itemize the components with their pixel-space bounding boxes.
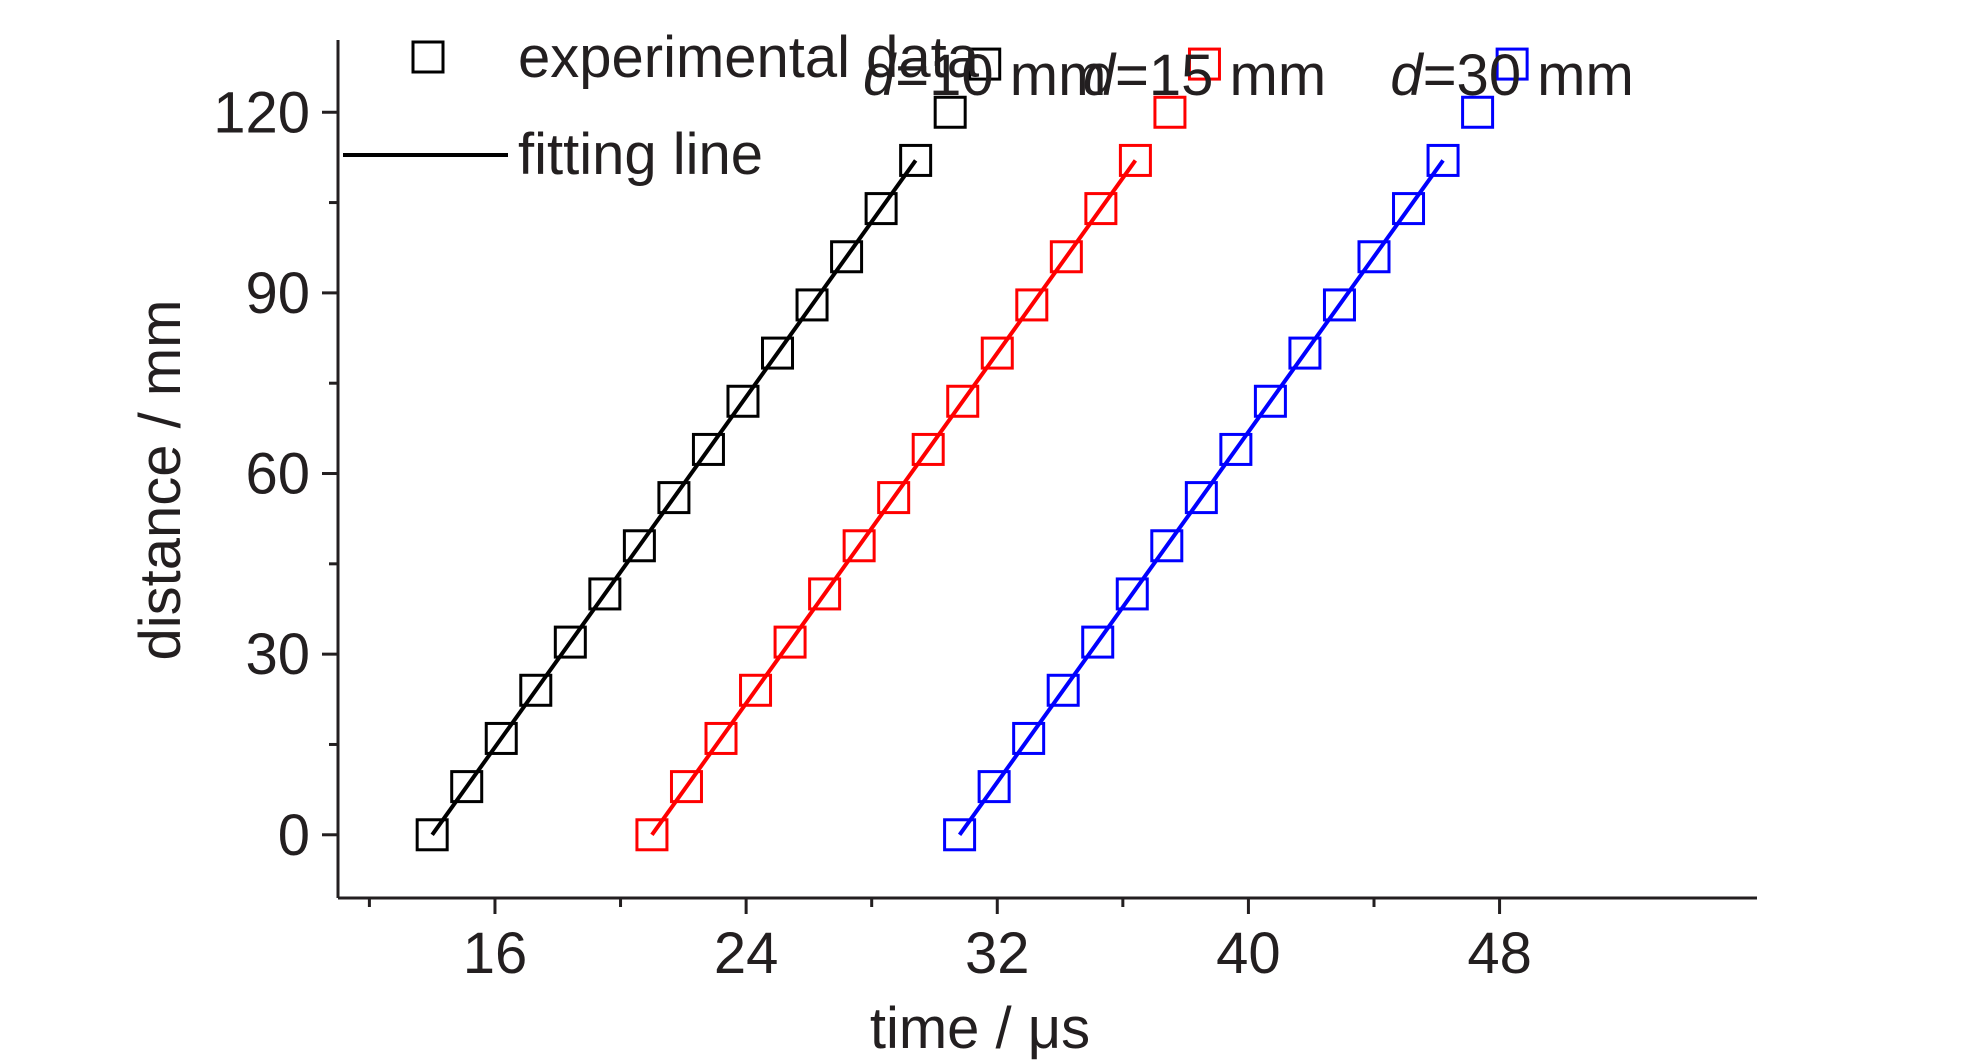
x-axis-title: time / μs: [870, 996, 1090, 1061]
data-point: [1461, 95, 1495, 129]
data-point: [842, 529, 876, 563]
fitting-line: [430, 159, 918, 836]
data-point: [1015, 288, 1049, 322]
data-point: [1184, 481, 1218, 515]
data-point: [877, 481, 911, 515]
data-point: [1118, 143, 1152, 177]
data-point: [980, 336, 1014, 370]
data-point: [1081, 625, 1115, 659]
x-tick-label: 16: [463, 921, 528, 986]
data-point: [1322, 288, 1356, 322]
x-tick-label: 40: [1216, 921, 1281, 986]
data-point: [739, 673, 773, 707]
data-point: [977, 770, 1011, 804]
data-point: [1150, 529, 1184, 563]
x-tick-label: 32: [965, 921, 1030, 986]
data-point: [415, 818, 449, 852]
fitting-line: [650, 159, 1138, 836]
data-point: [1495, 47, 1529, 81]
data-point: [1219, 432, 1253, 466]
data-point: [1046, 673, 1080, 707]
data-point: [1153, 95, 1187, 129]
data-point: [933, 95, 967, 129]
series-annotations: d=10 mmd=15 mm d=30 mm: [863, 43, 1634, 108]
data-point: [795, 288, 829, 322]
data-point: [773, 625, 807, 659]
data-point: [726, 384, 760, 418]
axes: 16 24 32 40 48 0 30 60 90 120: [213, 40, 1757, 986]
data-point: [968, 47, 1002, 81]
data-point: [691, 432, 725, 466]
plot-area: [415, 47, 1529, 852]
fitting-line: [957, 159, 1445, 836]
y-tick-label: 0: [278, 803, 310, 868]
data-point: [899, 143, 933, 177]
data-point: [1012, 721, 1046, 755]
series-label: d=15 mm: [1083, 43, 1326, 108]
legend-marker-square: [411, 40, 445, 74]
data-point: [484, 721, 518, 755]
series-label: d=10 mm: [863, 43, 1106, 108]
y-tick-label: 30: [245, 622, 310, 687]
series-label: d=30 mm: [1390, 43, 1633, 108]
data-point: [704, 721, 738, 755]
series-2: [635, 47, 1221, 852]
data-point: [622, 529, 656, 563]
data-point: [911, 432, 945, 466]
data-point: [808, 577, 842, 611]
data-point: [1426, 143, 1460, 177]
data-point: [1288, 336, 1322, 370]
data-point: [1187, 47, 1221, 81]
data-point: [553, 625, 587, 659]
data-point: [635, 818, 669, 852]
data-point: [864, 192, 898, 226]
data-point: [450, 770, 484, 804]
y-tick-label: 90: [245, 261, 310, 326]
y-tick-label: 120: [213, 80, 310, 145]
x-tick-label: 24: [714, 921, 779, 986]
data-point: [1253, 384, 1287, 418]
series-3: [943, 47, 1529, 852]
data-point: [588, 577, 622, 611]
data-point: [1392, 192, 1426, 226]
data-point: [1084, 192, 1118, 226]
data-point: [1357, 240, 1391, 274]
data-point: [830, 240, 864, 274]
legend: experimental data fitting line: [343, 25, 980, 187]
y-axis-title: distance / mm: [128, 300, 193, 661]
legend-label: experimental data: [518, 25, 980, 90]
data-point: [1049, 240, 1083, 274]
data-point: [943, 818, 977, 852]
data-point: [657, 481, 691, 515]
data-point: [669, 770, 703, 804]
data-point: [761, 336, 795, 370]
x-tick-label: 48: [1467, 921, 1532, 986]
legend-label: fitting line: [518, 122, 763, 187]
data-point: [1115, 577, 1149, 611]
series-1: [415, 47, 1002, 852]
data-point: [946, 384, 980, 418]
data-point: [519, 673, 553, 707]
y-tick-label: 60: [245, 442, 310, 507]
